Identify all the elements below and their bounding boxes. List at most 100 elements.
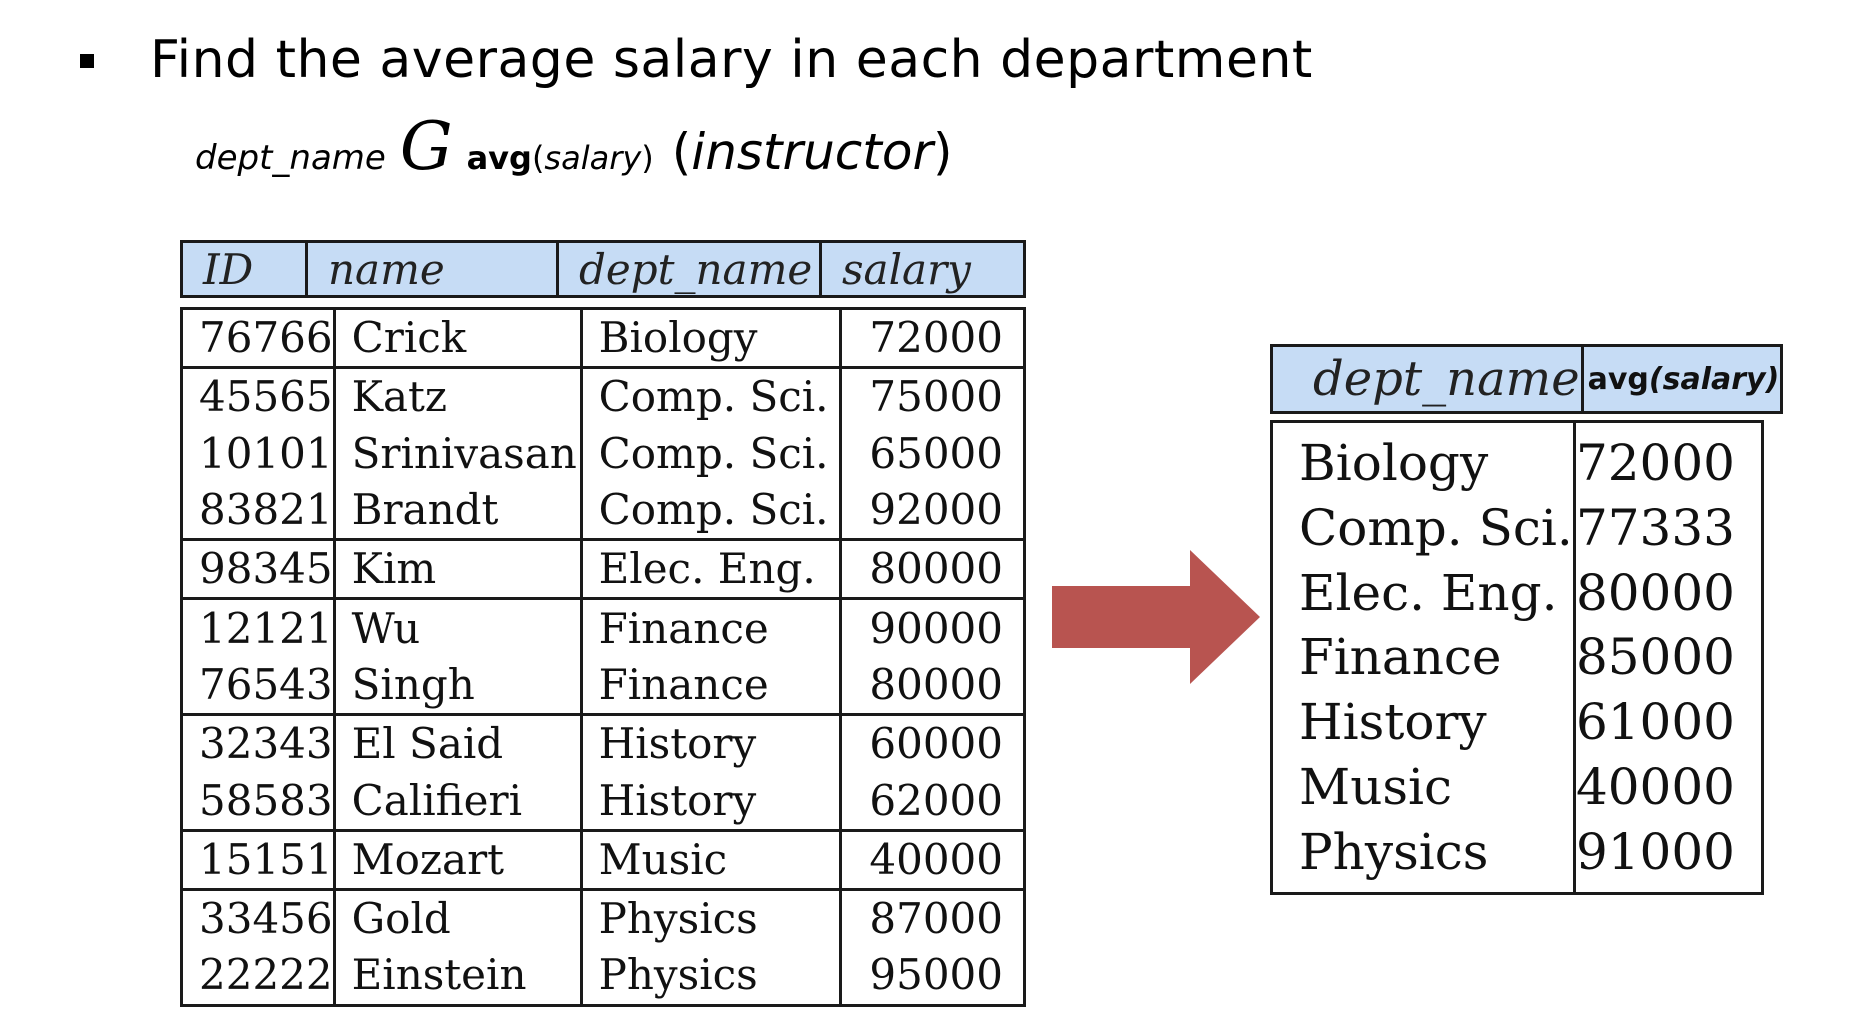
result-header-dept: dept_name [1313, 351, 1580, 407]
result-cell-avg: 72000 [1572, 431, 1763, 496]
cell-id: 12121 [181, 597, 335, 657]
cell-salary: 72000 [838, 308, 1025, 368]
cell-dept: Elec. Eng. [579, 538, 841, 599]
formula-aggregate: avg(salary) [466, 139, 654, 177]
table-row: Comp. Sci. 77333 [1272, 495, 1763, 561]
cell-name: Einstein [332, 947, 582, 1006]
table-row: 22222 Einstein Physics 95000 [182, 947, 1025, 1006]
bullet-line: Find the average salary in each departme… [80, 30, 1313, 90]
cell-dept: History [579, 772, 841, 831]
cell-salary: 80000 [838, 538, 1025, 599]
result-header: dept_name avg(salary) [1270, 344, 1784, 414]
table-row: History 61000 [1272, 689, 1763, 755]
cell-dept: Physics [579, 947, 841, 1006]
table-row: Physics 91000 [1272, 819, 1763, 884]
cell-dept: Biology [579, 308, 841, 368]
right-arrow-icon [1052, 550, 1260, 684]
result-header-agg-arg: (salary) [1648, 361, 1780, 397]
result-header-agg-fn: avg [1587, 361, 1649, 397]
result-cell-dept: Physics [1299, 822, 1489, 881]
result-cell-avg: 40000 [1572, 754, 1763, 820]
formula-group-attr: dept_name [195, 138, 386, 178]
cell-name: Gold [332, 887, 582, 948]
cell-dept: History [579, 713, 841, 773]
cell-salary: 80000 [838, 656, 1025, 715]
cell-salary: 92000 [838, 481, 1025, 540]
cell-salary: 65000 [838, 425, 1025, 482]
cell-name: Srinivasan [332, 425, 582, 482]
result-cell-dept: Biology [1299, 434, 1489, 493]
result-cell-avg: 91000 [1572, 819, 1763, 884]
cell-name: Brandt [332, 481, 582, 540]
result-cell-avg: 85000 [1572, 625, 1763, 690]
cell-salary: 60000 [838, 713, 1025, 773]
table-row: Elec. Eng. 80000 [1272, 560, 1763, 626]
formula-operator: G [399, 108, 453, 185]
cell-dept: Comp. Sci. [579, 481, 841, 540]
table-row: 83821 Brandt Comp. Sci. 92000 [182, 481, 1025, 540]
formula-agg-arg: salary [544, 139, 642, 177]
cell-dept: Comp. Sci. [579, 425, 841, 482]
arrow-shape [1052, 550, 1260, 684]
result-cell-avg: 77333 [1572, 495, 1763, 561]
cell-id: 33456 [181, 887, 335, 948]
formula-relation: (instructor) [671, 123, 953, 181]
cell-id: 22222 [199, 950, 333, 1000]
instructor-header: ID name dept_name salary [180, 240, 1026, 298]
cell-name: Kim [332, 538, 582, 599]
cell-dept: Physics [579, 887, 841, 948]
cell-id: 10101 [199, 428, 333, 478]
table-row: 76766 Crick Biology 72000 [182, 308, 1025, 368]
instructor-table: 76766 Crick Biology 72000 45565 Katz Comp. Sci… [180, 307, 1026, 1007]
result-cell-avg: 61000 [1572, 689, 1763, 755]
cell-name: Crick [332, 308, 582, 368]
cell-dept: Comp. Sci. [579, 366, 841, 426]
cell-name: Wu [332, 597, 582, 657]
result-cell-dept: Elec. Eng. [1299, 563, 1558, 622]
table-row: Finance 85000 [1272, 625, 1763, 690]
cell-salary: 90000 [838, 597, 1025, 657]
col-header-id: ID [203, 244, 254, 294]
cell-id: 15151 [181, 828, 335, 890]
cell-id: 76766 [199, 313, 333, 363]
cell-name: Califieri [332, 772, 582, 831]
cell-id: 76543 [199, 659, 333, 709]
formula-agg-fn: avg [466, 139, 532, 177]
formula-relation-name: instructor [691, 123, 934, 181]
cell-name: El Said [332, 713, 582, 773]
cell-salary: 40000 [838, 828, 1025, 890]
table-row: 12121 Wu Finance 90000 [181, 597, 1025, 657]
cell-id: 32343 [181, 713, 335, 773]
cell-id: 83821 [199, 485, 333, 535]
col-header-salary: salary [819, 241, 1025, 297]
result-cell-dept: Finance [1299, 628, 1502, 687]
bullet-square-icon [80, 54, 94, 68]
cell-dept: Finance [579, 597, 841, 657]
cell-salary: 62000 [838, 772, 1025, 831]
table-row: 98345 Kim Elec. Eng. 80000 [181, 538, 1025, 599]
table-row: 10101 Srinivasan Comp. Sci. 65000 [182, 425, 1025, 482]
result-table: Biology 72000 Comp. Sci. 77333 Elec. Eng. 800… [1270, 420, 1764, 895]
cell-name: Katz [332, 366, 582, 426]
table-row: 15151 Mozart Music 40000 [181, 828, 1025, 890]
result-cell-dept: Comp. Sci. [1299, 499, 1573, 558]
cell-name: Singh [332, 656, 582, 715]
table-row: 32343 El Said History 60000 [181, 713, 1025, 773]
cell-salary: 75000 [838, 366, 1025, 426]
table-row: 33456 Gold Physics 87000 [181, 887, 1025, 948]
col-header-dept: dept_name [556, 241, 821, 297]
cell-salary: 95000 [838, 947, 1025, 1006]
table-row: 45565 Katz Comp. Sci. 75000 [181, 366, 1025, 426]
cell-name: Mozart [332, 828, 582, 890]
table-row: 76543 Singh Finance 80000 [182, 656, 1025, 715]
heading: Find the average salary in each departme… [150, 30, 1313, 90]
cell-dept: Music [579, 828, 841, 890]
result-cell-dept: History [1299, 693, 1487, 752]
cell-id: 45565 [181, 366, 335, 426]
result-cell-dept: Music [1299, 757, 1453, 816]
result-header-avg: avg(salary) [1580, 345, 1782, 413]
cell-id: 98345 [181, 538, 335, 599]
cell-id: 58583 [199, 775, 333, 825]
table-row: Music 40000 [1272, 754, 1763, 820]
col-header-name: name [305, 241, 558, 297]
